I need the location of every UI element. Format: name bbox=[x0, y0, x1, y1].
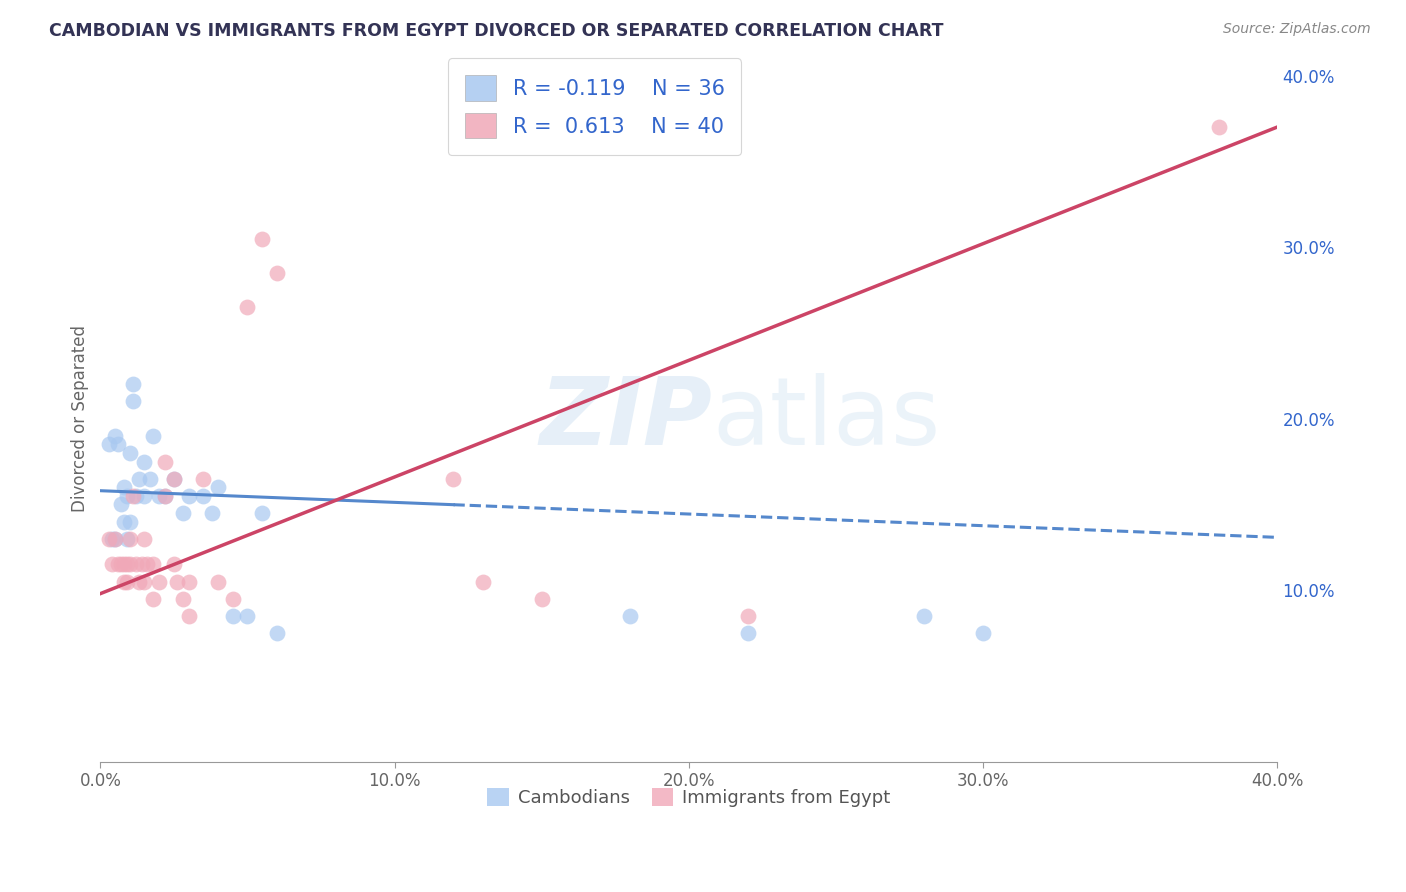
Point bbox=[112, 480, 135, 494]
Point bbox=[972, 626, 994, 640]
Point bbox=[136, 558, 159, 572]
Point bbox=[148, 489, 170, 503]
Point bbox=[193, 472, 215, 486]
Point bbox=[222, 591, 245, 606]
Point bbox=[124, 558, 146, 572]
Point bbox=[530, 591, 553, 606]
Point bbox=[128, 574, 150, 589]
Point bbox=[121, 377, 143, 392]
Point bbox=[207, 574, 229, 589]
Point bbox=[1208, 120, 1230, 134]
Point bbox=[737, 626, 759, 640]
Point bbox=[115, 532, 138, 546]
Point bbox=[121, 394, 143, 409]
Point bbox=[101, 532, 124, 546]
Point bbox=[207, 480, 229, 494]
Point bbox=[166, 574, 188, 589]
Point bbox=[912, 609, 935, 624]
Point bbox=[124, 489, 146, 503]
Point bbox=[118, 558, 141, 572]
Legend: Cambodians, Immigrants from Egypt: Cambodians, Immigrants from Egypt bbox=[479, 780, 898, 814]
Point bbox=[153, 454, 176, 468]
Point bbox=[104, 532, 127, 546]
Point bbox=[142, 429, 165, 443]
Point bbox=[118, 515, 141, 529]
Point bbox=[118, 446, 141, 460]
Point bbox=[172, 591, 194, 606]
Point bbox=[193, 489, 215, 503]
Point bbox=[153, 489, 176, 503]
Text: CAMBODIAN VS IMMIGRANTS FROM EGYPT DIVORCED OR SEPARATED CORRELATION CHART: CAMBODIAN VS IMMIGRANTS FROM EGYPT DIVOR… bbox=[49, 22, 943, 40]
Point bbox=[163, 472, 186, 486]
Point bbox=[134, 454, 156, 468]
Point bbox=[107, 437, 129, 451]
Text: ZIP: ZIP bbox=[540, 373, 713, 465]
Text: atlas: atlas bbox=[713, 373, 941, 465]
Point bbox=[250, 231, 273, 245]
Point bbox=[177, 489, 200, 503]
Point bbox=[443, 472, 465, 486]
Point bbox=[250, 506, 273, 520]
Point bbox=[115, 558, 138, 572]
Point bbox=[112, 574, 135, 589]
Point bbox=[148, 574, 170, 589]
Y-axis label: Divorced or Separated: Divorced or Separated bbox=[72, 326, 89, 512]
Point bbox=[110, 558, 132, 572]
Point bbox=[236, 609, 259, 624]
Point bbox=[619, 609, 641, 624]
Point bbox=[201, 506, 224, 520]
Point bbox=[177, 574, 200, 589]
Point bbox=[118, 532, 141, 546]
Point bbox=[98, 437, 121, 451]
Point bbox=[134, 489, 156, 503]
Point bbox=[131, 558, 153, 572]
Point bbox=[121, 489, 143, 503]
Point bbox=[266, 266, 288, 280]
Point bbox=[153, 489, 176, 503]
Point bbox=[110, 498, 132, 512]
Point bbox=[737, 609, 759, 624]
Point bbox=[177, 609, 200, 624]
Point bbox=[107, 558, 129, 572]
Point bbox=[112, 515, 135, 529]
Point bbox=[115, 489, 138, 503]
Point bbox=[112, 558, 135, 572]
Point bbox=[98, 532, 121, 546]
Point bbox=[101, 558, 124, 572]
Text: Source: ZipAtlas.com: Source: ZipAtlas.com bbox=[1223, 22, 1371, 37]
Point bbox=[134, 574, 156, 589]
Point bbox=[163, 472, 186, 486]
Point bbox=[163, 558, 186, 572]
Point bbox=[104, 532, 127, 546]
Point bbox=[134, 532, 156, 546]
Point bbox=[115, 574, 138, 589]
Point bbox=[104, 429, 127, 443]
Point bbox=[142, 591, 165, 606]
Point bbox=[222, 609, 245, 624]
Point bbox=[172, 506, 194, 520]
Point bbox=[236, 300, 259, 314]
Point bbox=[471, 574, 494, 589]
Point bbox=[142, 558, 165, 572]
Point bbox=[266, 626, 288, 640]
Point bbox=[128, 472, 150, 486]
Point bbox=[139, 472, 162, 486]
